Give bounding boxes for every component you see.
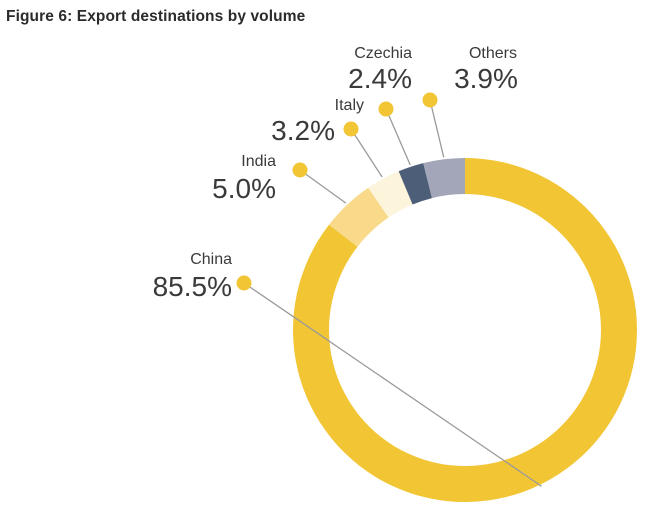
slice-value-czechia: 2.4% — [348, 63, 412, 94]
leader-lines — [236, 92, 542, 487]
slice-value-italy: 3.2% — [271, 115, 335, 146]
label-marker-india — [292, 162, 308, 178]
leader-line-china — [243, 282, 542, 487]
label-marker-china — [236, 275, 252, 291]
slice-others — [423, 158, 465, 199]
donut-slices — [292, 158, 637, 502]
slice-czechia — [398, 163, 433, 205]
leader-line-italy — [350, 128, 383, 178]
label-marker-italy — [343, 121, 359, 137]
leader-line-india — [299, 169, 347, 204]
slice-value-others: 3.9% — [454, 63, 518, 94]
slice-name-italy: Italy — [335, 97, 364, 114]
leader-line-czechia — [385, 108, 411, 166]
slice-italy — [368, 171, 413, 218]
leader-line-others — [429, 99, 445, 158]
label-marker-czechia — [378, 101, 394, 117]
slice-value-china: 85.5% — [153, 271, 232, 302]
slice-name-india: India — [241, 153, 276, 170]
figure-title: Figure 6: Export destinations by volume — [6, 8, 306, 25]
slice-name-china: China — [190, 251, 232, 268]
label-marker-others — [422, 92, 438, 108]
slice-india — [329, 187, 389, 247]
slice-name-others: Others — [469, 45, 517, 62]
slice-value-india: 5.0% — [212, 173, 276, 204]
slice-name-czechia: Czechia — [354, 45, 412, 62]
